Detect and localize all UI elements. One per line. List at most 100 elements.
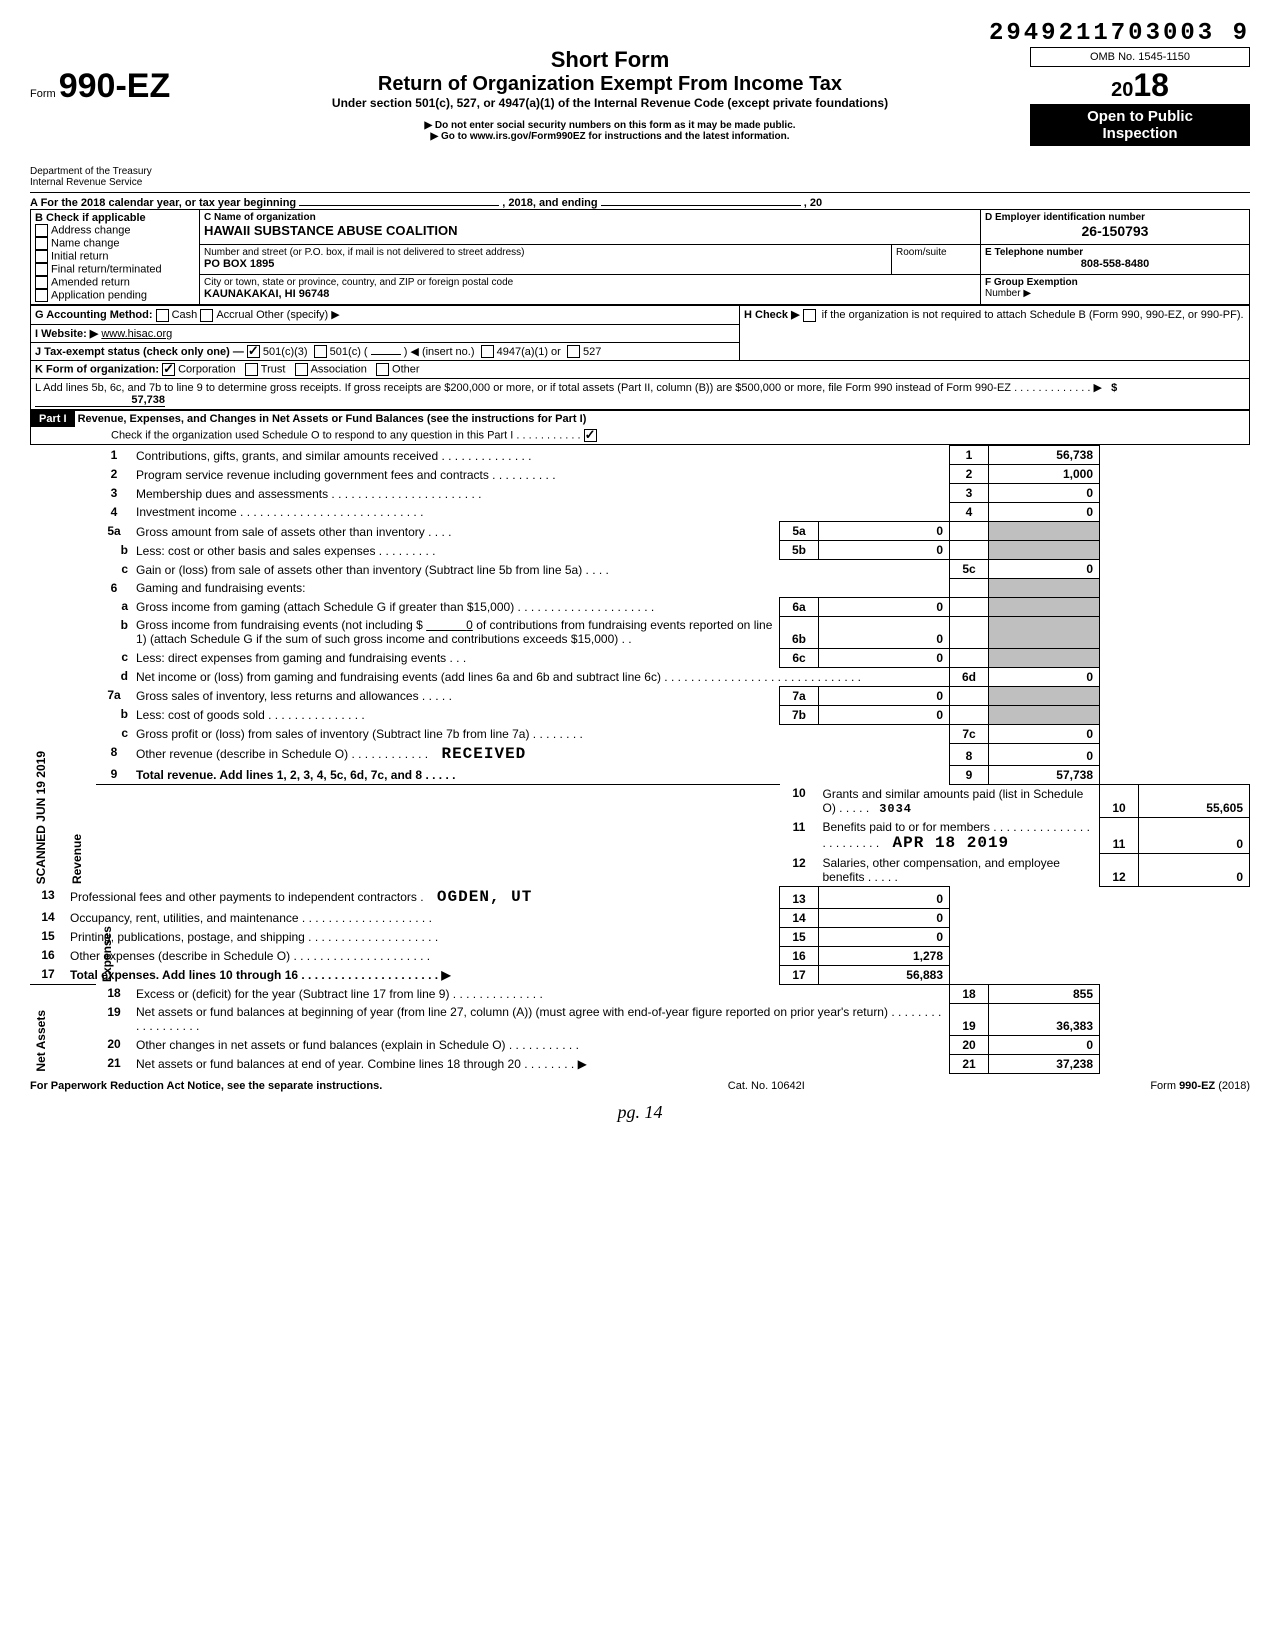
g-label: G Accounting Method:	[35, 309, 153, 321]
form-number: 990-EZ	[59, 67, 171, 105]
k-label: K Form of organization:	[35, 364, 159, 376]
dln: 2949211703003 9	[30, 20, 1250, 47]
check-501c[interactable]	[314, 345, 327, 358]
stamp-3034: 3034	[879, 802, 912, 816]
line-6d: Net income or (loss) from gaming and fun…	[132, 667, 950, 686]
line-16: Other expenses (describe in Schedule O) …	[66, 946, 780, 965]
f-label2: Number ▶	[985, 288, 1245, 299]
footer-pra: For Paperwork Reduction Act Notice, see …	[30, 1080, 382, 1092]
footer-form: 990-EZ	[1179, 1080, 1215, 1092]
stamp-date: APR 18 2019	[893, 834, 1010, 852]
form-title: Return of Organization Exempt From Incom…	[190, 73, 1030, 96]
check-initial[interactable]	[35, 250, 48, 263]
form-header: Form 990-EZ Department of the Treasury I…	[30, 47, 1250, 188]
line-7a: Gross sales of inventory, less returns a…	[132, 686, 780, 705]
dept-irs: Internal Revenue Service	[30, 177, 190, 188]
side-revenue: Revenue	[70, 834, 84, 884]
h-text: if the organization is not required to a…	[822, 309, 1244, 321]
line-11: Benefits paid to or for members . . . . …	[819, 818, 1100, 854]
check-assoc[interactable]	[295, 363, 308, 376]
line-6b: Gross income from fundraising events (no…	[132, 616, 780, 648]
short-form-label: Short Form	[190, 47, 1030, 73]
line-13: Professional fees and other payments to …	[66, 886, 780, 908]
check-trust[interactable]	[245, 363, 258, 376]
addr-label: Number and street (or P.O. box, if mail …	[204, 247, 887, 258]
check-cash[interactable]	[156, 309, 169, 322]
room-label: Room/suite	[896, 247, 976, 258]
d-label: D Employer identification number	[985, 212, 1245, 223]
check-final[interactable]	[35, 263, 48, 276]
line-1: Contributions, gifts, grants, and simila…	[132, 446, 950, 465]
e-label: E Telephone number	[985, 247, 1245, 258]
line-19: Net assets or fund balances at beginning…	[132, 1003, 950, 1035]
check-corp[interactable]	[162, 363, 175, 376]
check-part1-schedo[interactable]	[584, 429, 597, 442]
form-prefix: Form	[30, 88, 56, 100]
note-ssn: ▶ Do not enter social security numbers o…	[190, 120, 1030, 131]
line-18: Excess or (deficit) for the year (Subtra…	[132, 984, 950, 1003]
handwritten-note: pg. 14	[30, 1102, 1250, 1123]
line-4: Investment income . . . . . . . . . . . …	[132, 503, 950, 522]
check-other[interactable]	[376, 363, 389, 376]
omb-number: OMB No. 1545-1150	[1030, 47, 1250, 67]
line-9: Total revenue. Add lines 1, 2, 3, 4, 5c,…	[132, 765, 950, 784]
org-name: HAWAII SUBSTANCE ABUSE COALITION	[204, 223, 976, 238]
line-7b: Less: cost of goods sold . . . . . . . .…	[132, 705, 780, 724]
line-10: Grants and similar amounts paid (list in…	[819, 784, 1100, 818]
check-501c3[interactable]	[247, 345, 260, 358]
line-8: Other revenue (describe in Schedule O) .…	[132, 743, 950, 765]
i-label: I Website: ▶	[35, 328, 98, 340]
tax-year: 18	[1133, 67, 1169, 103]
line-6: Gaming and fundraising events:	[132, 579, 950, 598]
scanned-stamp: SCANNED JUN 19 2019	[34, 751, 48, 884]
line-5a: Gross amount from sale of assets other t…	[132, 522, 780, 541]
line-6c: Less: direct expenses from gaming and fu…	[132, 648, 780, 667]
line-12: Salaries, other compensation, and employ…	[819, 854, 1100, 887]
check-amended[interactable]	[35, 276, 48, 289]
line-5c: Gain or (loss) from sale of assets other…	[132, 560, 950, 579]
dept-treasury: Department of the Treasury	[30, 166, 190, 177]
line-20: Other changes in net assets or fund bala…	[132, 1035, 950, 1054]
footer-cat: Cat. No. 10642I	[728, 1080, 805, 1092]
b-label: B Check if applicable	[35, 212, 195, 224]
ghijk-block: G Accounting Method: Cash Accrual Other …	[30, 305, 1250, 410]
phone: 808-558-8480	[985, 258, 1245, 270]
check-pending[interactable]	[35, 289, 48, 302]
f-label: F Group Exemption	[985, 277, 1245, 288]
check-accrual[interactable]	[200, 309, 213, 322]
ein: 26-150793	[985, 223, 1245, 239]
open-public-2: Inspection	[1032, 125, 1248, 142]
line-a: A For the 2018 calendar year, or tax yea…	[30, 197, 1250, 209]
l-text: L Add lines 5b, 6c, and 7b to line 9 to …	[35, 382, 1102, 394]
city-label: City or town, state or province, country…	[204, 277, 976, 288]
open-public-1: Open to Public	[1032, 108, 1248, 125]
line-21: Net assets or fund balances at end of ye…	[132, 1054, 950, 1073]
check-address[interactable]	[35, 224, 48, 237]
line-15: Printing, publications, postage, and shi…	[66, 927, 780, 946]
line-17: Total expenses. Add lines 10 through 16 …	[66, 965, 780, 984]
part1-table: SCANNED JUN 19 2019 Revenue 1 Contributi…	[30, 445, 1250, 1074]
stamp-ogden: OGDEN, UT	[437, 888, 532, 906]
city: KAUNAKAKAI, HI 96748	[204, 288, 976, 300]
check-h[interactable]	[803, 309, 816, 322]
line-3: Membership dues and assessments . . . . …	[132, 484, 950, 503]
check-name[interactable]	[35, 237, 48, 250]
h-label: H Check ▶	[744, 309, 800, 321]
footer: For Paperwork Reduction Act Notice, see …	[30, 1080, 1250, 1092]
line-2: Program service revenue including govern…	[132, 465, 950, 484]
po-box: PO BOX 1895	[204, 258, 887, 270]
received-stamp: RECEIVED	[441, 745, 526, 763]
j-label: J Tax-exempt status (check only one) —	[35, 346, 244, 358]
part1-header: Part I Revenue, Expenses, and Changes in…	[30, 410, 1250, 445]
l-value: 57,738	[35, 394, 165, 407]
line-5b: Less: cost or other basis and sales expe…	[132, 541, 780, 560]
check-4947[interactable]	[481, 345, 494, 358]
line-6a: Gross income from gaming (attach Schedul…	[132, 597, 780, 616]
entity-block: B Check if applicable Address change Nam…	[30, 209, 1250, 305]
line-14: Occupancy, rent, utilities, and maintena…	[66, 908, 780, 927]
side-expenses: Expenses	[100, 926, 114, 982]
note-website: ▶ Go to www.irs.gov/Form990EZ for instru…	[190, 131, 1030, 142]
side-netassets: Net Assets	[34, 1010, 48, 1072]
check-527[interactable]	[567, 345, 580, 358]
website: www.hisac.org	[101, 328, 172, 340]
